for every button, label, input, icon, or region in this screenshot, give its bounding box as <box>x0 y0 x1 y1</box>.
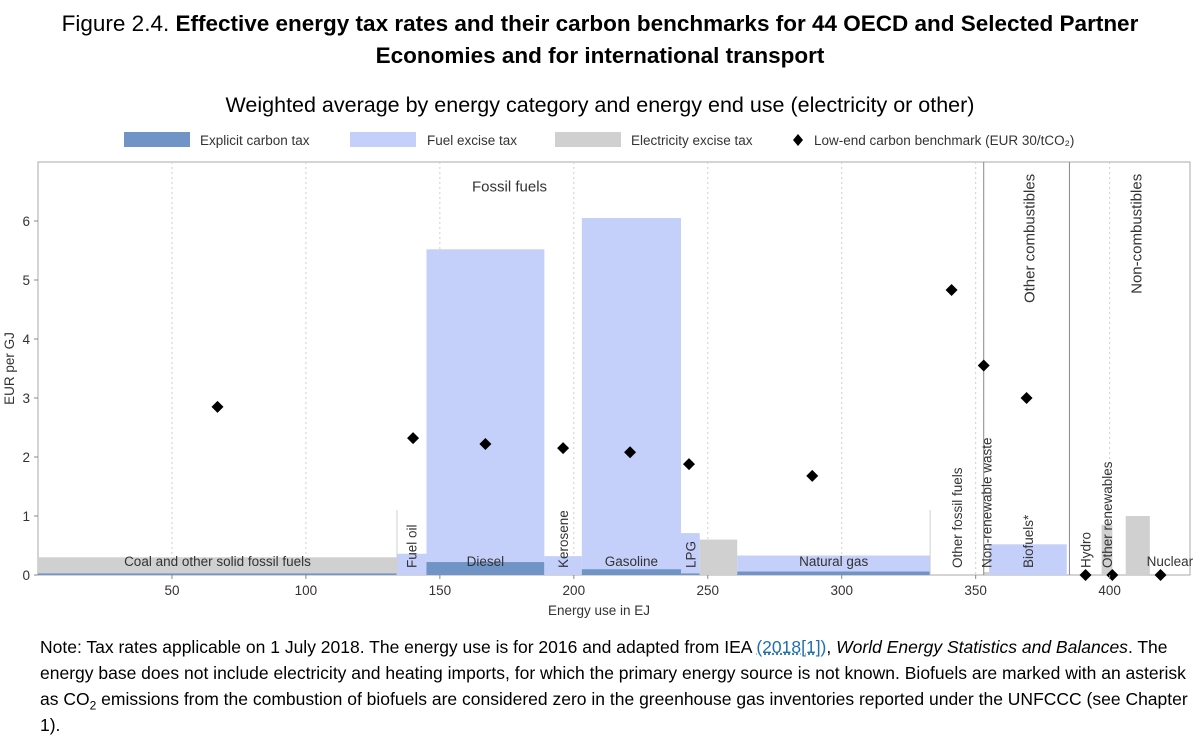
bar-0-carbon <box>38 573 397 575</box>
chart-subtitle: Weighted average by energy category and … <box>225 93 975 117</box>
legend-benchmark-label: Low-end carbon benchmark (EUR 30/tCO₂) <box>814 133 1074 148</box>
legend-fuel-swatch <box>350 132 416 147</box>
bar-7-fuel <box>737 555 931 572</box>
legend-carbon-label: Explicit carbon tax <box>200 133 310 148</box>
bar-label-0: Coal and other solid fossil fuels <box>124 554 311 569</box>
legend-carbon-swatch <box>124 132 190 147</box>
bar-2-fuel <box>426 249 545 563</box>
note-text-2: , <box>826 637 837 657</box>
bar-13-elec <box>1125 516 1150 575</box>
y-axis-label: EUR per GJ <box>2 332 17 405</box>
benchmark-point-5 <box>683 458 696 471</box>
bar-label-1: Fuel oil <box>405 524 420 568</box>
bar-6-elec <box>699 539 738 575</box>
figure-title: Figure 2.4. Effective energy tax rates a… <box>0 8 1200 72</box>
bar-label-11: Hydro <box>1079 532 1094 568</box>
bar-label-4: Gasoline <box>605 554 658 569</box>
legend-elec-label: Electricity excise tax <box>631 133 753 148</box>
bar-4-carbon <box>581 569 681 575</box>
y-tick-label-3: 3 <box>22 391 30 406</box>
bar-label-3: Kerosene <box>556 510 571 568</box>
benchmark-point-8 <box>977 359 990 372</box>
note-text-4: emissions from the combustion of biofuel… <box>40 689 1188 735</box>
x-tick-label-200: 200 <box>563 583 586 598</box>
bar-3-fuel <box>544 556 582 575</box>
x-tick-label-100: 100 <box>295 583 318 598</box>
x-axis-label: Energy use in EJ <box>548 603 650 618</box>
section-label-0: Fossil fuels <box>472 179 547 196</box>
benchmark-point-9 <box>1020 392 1033 404</box>
bar-label-2: Diesel <box>467 554 505 569</box>
figure-number: Figure 2.4. <box>61 11 170 36</box>
bar-0-elec <box>38 557 397 574</box>
bar-label-8: Other fossil fuels <box>950 467 965 568</box>
bar-9-elec <box>983 572 990 575</box>
bar-4-fuel <box>581 218 681 570</box>
note-text-3: . The energy base does not include elect… <box>40 637 1186 709</box>
benchmark-point-6 <box>806 469 819 482</box>
x-tick-label-150: 150 <box>429 583 452 598</box>
x-tick-label-350: 350 <box>964 583 987 598</box>
bar-12-elec <box>1101 524 1113 575</box>
bar-10-fuel <box>989 544 1067 575</box>
bar-label-5: LPG <box>683 541 698 568</box>
y-tick-label-0: 0 <box>22 568 30 583</box>
benchmark-point-10 <box>1079 569 1092 581</box>
co2-subscript: 2 <box>89 698 97 713</box>
benchmark-point-12 <box>1154 569 1167 581</box>
note-text-1: Note: Tax rates applicable on 1 July 201… <box>40 637 757 657</box>
benchmark-point-7 <box>945 284 958 297</box>
bar-label-14: Nuclear <box>1147 554 1194 569</box>
chart-note: Note: Tax rates applicable on 1 July 201… <box>40 634 1190 738</box>
y-tick-label-6: 6 <box>22 214 30 229</box>
x-tick-label-50: 50 <box>164 583 179 598</box>
bar-5-carbon <box>680 573 700 575</box>
y-tick-label-2: 2 <box>22 450 30 465</box>
x-tick-label-250: 250 <box>697 583 720 598</box>
section-label-1: Other combustibles <box>1021 174 1038 303</box>
y-tick-label-4: 4 <box>22 332 30 347</box>
bar-7-carbon <box>737 571 931 575</box>
x-tick-label-300: 300 <box>830 583 853 598</box>
figure-title-line2: Economies and for international transpor… <box>375 43 825 68</box>
benchmark-point-2 <box>479 438 492 451</box>
bar-label-12: Other renewables <box>1100 461 1115 568</box>
y-tick-label-1: 1 <box>22 509 30 524</box>
benchmark-point-0 <box>211 400 224 413</box>
reference-link[interactable]: (2018[1]) <box>756 637 827 657</box>
legend-benchmark-symbol <box>793 134 803 146</box>
source-title: World Energy Statistics and Balances <box>836 637 1128 657</box>
benchmark-point-1 <box>407 432 420 445</box>
energy-tax-chart: Explicit carbon tax Fuel excise tax Electr… <box>2 132 1194 618</box>
legend-fuel-label: Fuel excise tax <box>427 133 517 148</box>
benchmark-point-3 <box>557 442 570 455</box>
x-tick-label-400: 400 <box>1098 583 1121 598</box>
benchmark-point-4 <box>624 446 637 459</box>
bar-label-9: Non-renewable waste <box>979 437 994 568</box>
bar-2-carbon <box>426 562 545 575</box>
bar-label-10: Biofuels* <box>1021 514 1036 568</box>
bar-5-fuel <box>680 533 700 574</box>
y-tick-label-5: 5 <box>22 273 30 288</box>
figure-title-line1: Effective energy tax rates and their car… <box>175 11 1139 36</box>
section-label-2: Non-combustibles <box>1128 174 1145 294</box>
bar-1-fuel <box>396 553 427 575</box>
legend-elec-swatch <box>555 132 621 147</box>
bar-label-7: Natural gas <box>799 554 868 569</box>
